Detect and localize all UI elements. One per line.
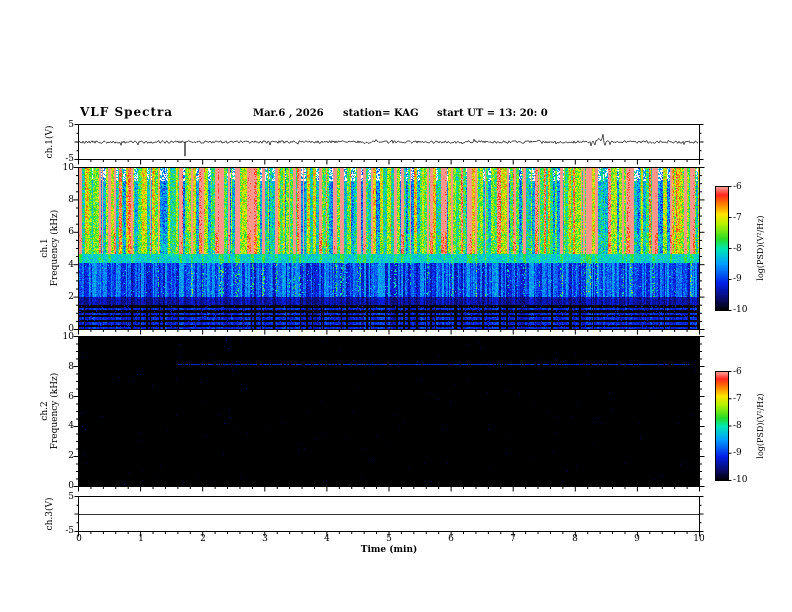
ch1-frequency-axis-label: ch.1 Frequency (kHz) <box>40 210 60 287</box>
y-tick-label: 0 <box>68 324 74 334</box>
colorbar-tick-label: -10 <box>733 475 748 485</box>
x-tick-label: 8 <box>572 534 578 544</box>
y-tick-label: 8 <box>68 195 74 206</box>
x-tick-label: 10 <box>693 534 705 544</box>
colorbar-tick-label: -9 <box>733 448 742 458</box>
y-tick-label: 6 <box>68 391 74 402</box>
x-tick-label: 2 <box>200 534 206 544</box>
colorbar2-gradient-canvas <box>716 372 728 480</box>
plot-date: Mar.6 , 2026 <box>253 108 324 119</box>
ch3-voltage-axis-label: ch.3(V) <box>45 497 55 531</box>
plot-title: VLF Spectra <box>80 105 174 119</box>
y-tick-label: 5 <box>68 120 74 130</box>
y-tick-label: 2 <box>68 451 74 462</box>
plot-station: station= KAG <box>343 108 419 119</box>
x-tick-label: 0 <box>76 534 82 544</box>
axis-label-line-axis: Frequency (kHz) <box>50 372 60 450</box>
x-tick-label: 6 <box>448 534 454 544</box>
colorbar-tick-label: -10 <box>733 305 748 315</box>
y-tick-label: 10 <box>62 163 74 173</box>
y-tick-label: 4 <box>68 259 74 270</box>
x-tick-label: 5 <box>386 534 392 544</box>
x-tick-label: 7 <box>510 534 516 544</box>
ch2-spectrogram-canvas <box>79 337 699 486</box>
y-tick-label: -5 <box>65 526 74 536</box>
y-tick-label: -5 <box>65 154 74 164</box>
y-tick-label: 6 <box>68 227 74 238</box>
time-axis-label: Time (min) <box>360 545 418 555</box>
ch1-spectrogram-canvas <box>79 168 699 329</box>
y-tick-label: 10 <box>62 332 74 342</box>
x-tick-label: 9 <box>634 534 640 544</box>
x-tick-label: 1 <box>138 534 144 544</box>
ch2-frequency-axis-label: ch.2 Frequency (kHz) <box>40 373 60 450</box>
y-tick-label: 0 <box>68 481 74 491</box>
colorbar-tick-label: -8 <box>733 243 742 254</box>
colorbar-tick-label: -6 <box>733 367 742 377</box>
y-tick-label: 4 <box>68 421 74 432</box>
axis-label-line-ch: ch.1 <box>40 238 50 258</box>
y-tick-label: 2 <box>68 291 74 302</box>
colorbar-tick-label: -9 <box>733 274 742 285</box>
ch3-waveform-canvas <box>79 497 699 531</box>
colorbar-tick-label: -7 <box>733 394 742 404</box>
x-tick-label: 4 <box>324 534 330 544</box>
colorbar1-gradient-canvas <box>716 187 728 310</box>
plot-start-ut: start UT = 13: 20: 0 <box>437 108 548 119</box>
ch1-voltage-axis-label: ch.1(V) <box>45 125 55 159</box>
colorbar-tick-label: -7 <box>733 212 742 223</box>
colorbar-tick-label: -6 <box>733 182 742 192</box>
axis-label-line-ch: ch.2 <box>40 401 50 421</box>
ch1-waveform-canvas <box>79 125 699 159</box>
axis-label-line-axis: Frequency (kHz) <box>50 209 60 287</box>
x-tick-label: 3 <box>262 534 268 544</box>
y-tick-label: 8 <box>68 361 74 372</box>
colorbar-tick-label: -8 <box>733 421 742 431</box>
y-tick-label: 5 <box>68 492 74 502</box>
